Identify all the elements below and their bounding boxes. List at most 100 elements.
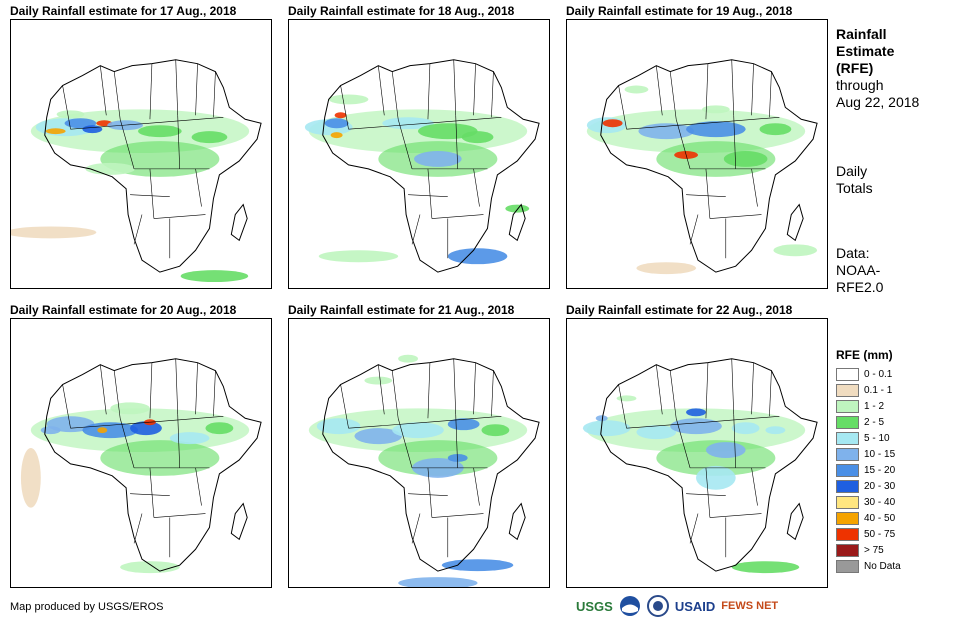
legend-label: 5 - 10	[864, 432, 890, 444]
rainfall-area	[382, 117, 434, 130]
country-border	[70, 421, 150, 429]
country-border	[153, 214, 206, 219]
country-border	[427, 63, 431, 120]
country-border	[705, 116, 780, 124]
country-border	[408, 493, 448, 496]
country-border	[709, 513, 762, 518]
africa-map-graphic	[11, 20, 271, 288]
rainfall-area	[602, 119, 623, 128]
rainfall-wash	[656, 141, 776, 177]
country-border	[149, 362, 153, 419]
country-border	[133, 513, 143, 544]
rainfall-area	[318, 250, 399, 263]
country-border	[675, 418, 691, 468]
agency-logos: USGS USAID FEWS NET	[576, 595, 778, 617]
country-border	[113, 370, 121, 419]
rainfall-area	[636, 262, 697, 275]
rainfall-area	[447, 453, 468, 462]
rainfall-area	[670, 418, 722, 435]
country-border	[453, 358, 457, 415]
country-border	[340, 85, 349, 130]
country-border	[149, 63, 153, 120]
rainfall-area	[773, 244, 818, 257]
rainfall-wash	[100, 440, 220, 476]
country-border	[130, 194, 170, 197]
rainfall-area	[180, 270, 249, 283]
rainfall-area	[316, 418, 361, 435]
rainfall-area	[82, 125, 103, 134]
rainfall-area	[328, 94, 369, 105]
country-border	[213, 370, 216, 417]
rainfall-area	[481, 424, 510, 437]
usaid-seal-icon	[646, 595, 669, 617]
africa-coastline	[44, 358, 262, 572]
rainfall-map	[288, 19, 550, 289]
data-line: Data:	[836, 245, 870, 261]
rainfall-area	[169, 432, 210, 445]
country-border	[391, 71, 399, 120]
rainfall-area	[686, 121, 746, 138]
africa-coastline	[600, 358, 818, 572]
rainfall-map	[288, 318, 550, 588]
panel-title: Daily Rainfall estimate for 17 Aug., 201…	[10, 4, 237, 18]
country-border	[705, 467, 711, 518]
rainfall-area	[85, 162, 136, 175]
rainfall-area	[624, 85, 649, 94]
madagascar-outline	[508, 502, 526, 541]
data-line: RFE2.0	[836, 279, 884, 295]
rainfall-area	[461, 131, 494, 144]
country-border	[473, 63, 476, 116]
rainfall-area	[731, 422, 760, 435]
country-border	[62, 85, 71, 130]
country-border	[669, 370, 677, 419]
panel-title: Daily Rainfall estimate for 20 Aug., 201…	[10, 303, 237, 317]
legend-swatch	[836, 511, 859, 525]
rainfall-area	[205, 422, 234, 435]
heading-line: (RFE)	[836, 60, 874, 76]
country-border	[213, 71, 216, 118]
country-border	[153, 513, 206, 518]
country-border	[119, 119, 135, 169]
legend-label: 15 - 20	[864, 464, 896, 476]
country-border	[408, 194, 448, 197]
legend-item: No Data	[836, 558, 901, 574]
rainfall-wash	[656, 440, 776, 476]
africa-map-graphic	[289, 20, 549, 288]
africa-map-graphic	[11, 319, 271, 587]
data-line: NOAA-	[836, 262, 881, 278]
legend-item: 40 - 50	[836, 510, 901, 526]
country-border	[626, 122, 706, 130]
heading-line: Rainfall	[836, 26, 887, 42]
country-border	[731, 358, 735, 415]
heading-line: Estimate	[836, 43, 895, 59]
country-border	[195, 63, 198, 116]
madagascar-outline	[230, 502, 248, 541]
legend-swatch	[836, 367, 859, 381]
rainfall-area	[120, 561, 180, 574]
country-border	[149, 116, 224, 124]
legend-label: 1 - 2	[864, 400, 885, 412]
legend-swatch	[836, 415, 859, 429]
fewsnet-logo: FEWS NET	[721, 600, 779, 612]
madagascar-outline	[508, 203, 526, 242]
africa-map-graphic	[289, 319, 549, 587]
rainfall-area	[616, 395, 637, 402]
country-border	[195, 168, 202, 207]
panel-title: Daily Rainfall estimate for 21 Aug., 201…	[288, 303, 515, 317]
country-border	[709, 214, 762, 219]
country-border	[618, 384, 627, 429]
rainfall-area	[392, 422, 444, 439]
country-border	[130, 493, 170, 496]
country-border	[397, 119, 413, 169]
country-border	[378, 364, 385, 415]
rainfall-area	[20, 448, 41, 508]
country-border	[751, 63, 754, 116]
rainfall-map	[566, 19, 828, 289]
rainfall-area	[398, 577, 478, 587]
legend-item: 20 - 30	[836, 478, 901, 494]
country-border	[751, 467, 758, 506]
rainfall-area	[705, 442, 746, 458]
legend-item: 2 - 5	[836, 414, 901, 430]
africa-map-graphic	[567, 20, 827, 288]
country-border	[705, 63, 709, 120]
